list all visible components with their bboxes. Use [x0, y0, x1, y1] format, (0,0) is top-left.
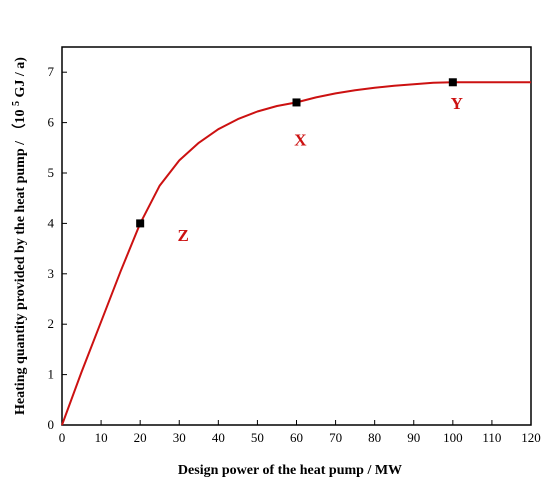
- x-tick-label: 110: [482, 430, 501, 445]
- y-tick-label: 1: [48, 367, 55, 382]
- y-tick-label: 7: [48, 64, 55, 79]
- y-axis-title-group: Heating quantity provided by the heat pu…: [8, 57, 28, 415]
- marker-layer: [136, 78, 457, 228]
- x-tick-label: 60: [290, 430, 303, 445]
- x-tick-label: 50: [251, 430, 264, 445]
- x-axis-title: Design power of the heat pump / MW: [178, 463, 402, 478]
- y-tick-label: 4: [48, 215, 55, 230]
- data-point-marker: [136, 219, 145, 228]
- annotation-label: Y: [451, 94, 463, 113]
- y-axis-title-main: Heating quantity provided by the heat pu…: [13, 140, 28, 415]
- x-tick-label: 100: [443, 430, 463, 445]
- x-tick-label: 20: [134, 430, 147, 445]
- x-tick-label: 120: [521, 430, 541, 445]
- y-axis-title-unit-suffix: GJ / a): [13, 57, 28, 98]
- y-tick-label: 5: [48, 165, 55, 180]
- x-tick-label: 30: [173, 430, 186, 445]
- y-axis-title-unit-exp: 5: [11, 101, 22, 106]
- y-tick-label: 0: [48, 417, 55, 432]
- annotation-label: X: [294, 130, 307, 149]
- y-tick-label: 6: [48, 115, 55, 130]
- y-tick-label: 3: [48, 266, 55, 281]
- x-axis: 0 10 20 30 40 50 60 70 80 90 100 110 120: [59, 420, 541, 445]
- data-point-marker: [448, 78, 457, 87]
- y-axis-title: Heating quantity provided by the heat pu…: [8, 57, 28, 415]
- annotation-label: Z: [177, 226, 188, 245]
- y-axis-title-unit-prefix: （10: [12, 109, 28, 137]
- x-tick-label: 80: [368, 430, 381, 445]
- x-tick-label: 70: [329, 430, 342, 445]
- x-tick-label: 90: [407, 430, 420, 445]
- x-tick-label: 0: [59, 430, 66, 445]
- annotation-layer: Z X Y: [177, 94, 462, 245]
- x-tick-label: 10: [95, 430, 108, 445]
- data-point-marker: [292, 98, 301, 107]
- x-tick-label: 40: [212, 430, 225, 445]
- y-tick-label: 2: [48, 316, 55, 331]
- y-axis: 0 1 2 3 4 5 6 7: [48, 64, 67, 432]
